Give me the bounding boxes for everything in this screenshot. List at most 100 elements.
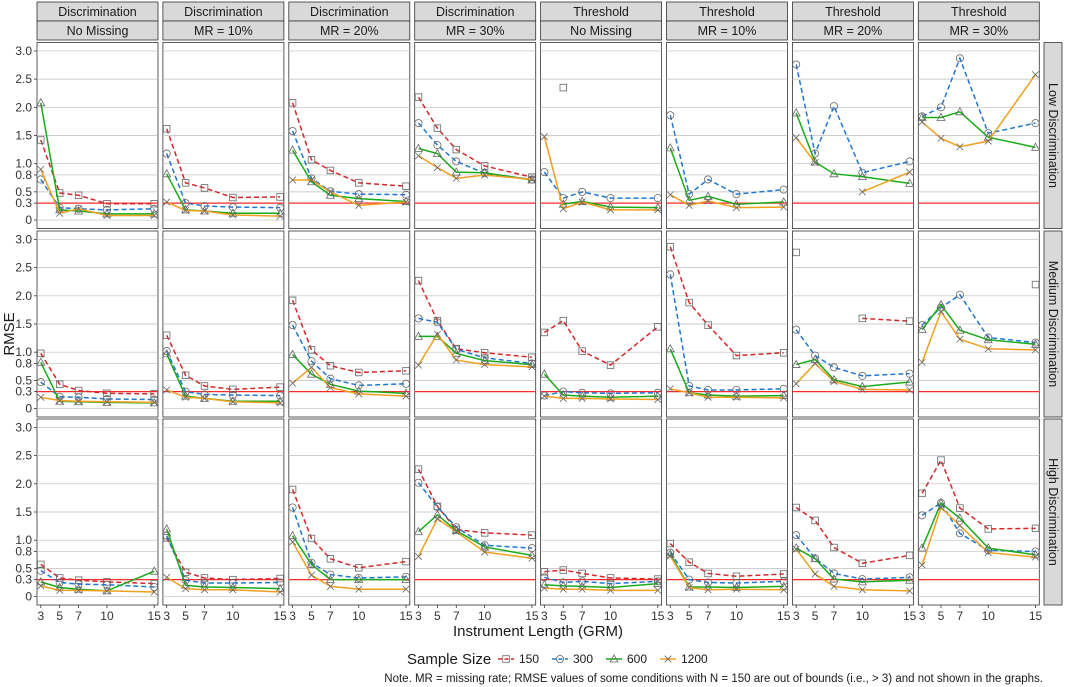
data-point-x	[704, 393, 712, 401]
data-point-square	[540, 568, 549, 576]
data-point-x	[481, 548, 489, 556]
series-line	[669, 147, 784, 206]
data-point-square	[288, 99, 297, 107]
data-point-triangle	[162, 348, 172, 358]
data-point-x	[37, 393, 45, 401]
x-tick-label: 3	[541, 609, 548, 623]
series-150	[918, 456, 1040, 533]
data-point-x	[906, 386, 914, 394]
x-axis-title: Instrument Length (GRM)	[453, 623, 623, 640]
data-point-square	[355, 368, 363, 377]
data-point-square	[103, 389, 111, 398]
data-point-circle	[666, 270, 675, 279]
data-point-x	[75, 397, 83, 405]
data-point-square	[578, 347, 586, 355]
data-point-x	[956, 335, 964, 343]
series-1200	[792, 134, 914, 196]
data-point-square	[956, 504, 964, 512]
data-point-circle	[606, 194, 615, 203]
column-strip-bottom	[162, 20, 285, 41]
column-strip-top-label: Discrimination	[184, 5, 263, 19]
data-point-x	[685, 389, 693, 397]
data-point-x	[984, 548, 992, 557]
data-point-circle	[1031, 119, 1040, 128]
data-point-x	[481, 360, 489, 369]
data-point-circle	[452, 157, 461, 166]
series-300	[288, 321, 411, 390]
data-point-x	[229, 211, 237, 219]
data-point-circle	[858, 575, 867, 584]
data-point-circle	[402, 379, 411, 388]
data-point-square	[780, 349, 788, 357]
data-point-triangle	[684, 195, 694, 204]
series-line	[921, 458, 1036, 530]
x-tick-label: 15	[525, 609, 539, 623]
data-point-triangle	[983, 543, 993, 552]
data-point-circle	[307, 357, 316, 366]
facet-panels	[36, 42, 1041, 606]
data-point-triangle	[955, 325, 965, 334]
data-point-x	[414, 552, 423, 561]
series-1200	[163, 573, 284, 596]
series-line	[563, 200, 658, 209]
data-point-square	[414, 465, 423, 473]
y-tick-label: 0.5	[15, 561, 32, 575]
data-point-square	[502, 655, 510, 663]
data-point-square	[229, 385, 237, 394]
column-strip-bottom	[36, 20, 159, 41]
data-point-triangle	[149, 566, 159, 575]
data-point-square	[307, 156, 316, 164]
y-tick-label: 1.0	[15, 533, 32, 547]
data-point-x	[326, 384, 334, 392]
x-tick-label: 5	[938, 609, 945, 623]
data-point-square	[37, 560, 45, 569]
row-strip-label: High Discrimination	[1046, 458, 1060, 566]
y-tick-label: 0.5	[15, 185, 32, 199]
data-point-x	[956, 521, 964, 530]
data-point-x	[792, 545, 800, 553]
data-point-square	[1031, 280, 1040, 289]
data-point-x	[685, 583, 693, 592]
series-line	[418, 147, 533, 181]
data-point-x	[666, 552, 674, 560]
series-line	[543, 373, 658, 399]
data-point-x	[666, 191, 674, 199]
data-point-x	[402, 392, 410, 400]
column-strip-top-label: Threshold	[699, 5, 755, 19]
data-point-triangle	[703, 191, 713, 200]
data-point-circle	[792, 60, 801, 69]
data-point-x	[37, 582, 45, 590]
data-point-circle	[792, 531, 801, 540]
data-point-triangle	[905, 575, 915, 584]
y-tick-label: 1.5	[15, 505, 32, 519]
footnote: Note. MR = missing rate; RMSE values of …	[384, 673, 1043, 685]
data-point-circle	[918, 511, 927, 520]
series-line	[165, 528, 281, 590]
series-line	[921, 56, 1036, 135]
data-point-square	[402, 367, 410, 375]
series-1200	[163, 198, 284, 220]
data-point-square	[578, 569, 586, 578]
data-point-triangle	[1030, 339, 1041, 348]
data-point-circle	[228, 391, 237, 400]
data-point-square	[276, 383, 284, 391]
y-tick-label: 2.0	[15, 289, 32, 303]
facet-panel	[36, 42, 159, 229]
data-point-square	[162, 331, 171, 339]
data-point-x	[103, 398, 111, 406]
series-150	[37, 136, 158, 208]
data-point-triangle	[936, 112, 946, 121]
data-point-x	[307, 363, 316, 371]
series-line	[291, 535, 407, 581]
data-point-circle	[276, 391, 285, 400]
facet-panel	[917, 418, 1041, 606]
series-150	[666, 243, 788, 360]
series-1200	[37, 165, 158, 220]
data-point-x	[578, 198, 586, 206]
series-line	[417, 280, 532, 359]
data-point-circle	[354, 573, 363, 582]
column-strip-bottom	[792, 20, 914, 41]
series-300	[666, 270, 788, 394]
data-point-square	[200, 382, 209, 390]
column-strip-top-label: Threshold	[951, 5, 1007, 19]
